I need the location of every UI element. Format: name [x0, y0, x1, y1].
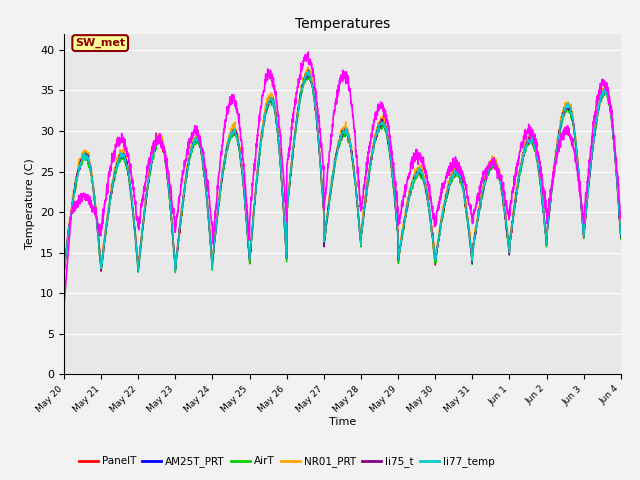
AirT: [568, 115, 575, 120]
sonicT: [60, 302, 68, 308]
X-axis label: Time: Time: [329, 417, 356, 427]
li75_t: [305, 67, 312, 73]
AirT: [617, 236, 625, 242]
Y-axis label: Temperature (C): Temperature (C): [24, 158, 35, 250]
sonicT: [216, 170, 223, 176]
li77_temp: [304, 68, 312, 74]
PanelT: [216, 201, 223, 206]
sonicT: [568, 143, 575, 148]
li75_t: [60, 270, 68, 276]
PanelT: [359, 221, 367, 227]
NR01_PRT: [304, 64, 312, 70]
li77_temp: [568, 110, 575, 116]
NR01_PRT: [216, 189, 223, 195]
AM25T_PRT: [504, 240, 512, 246]
AM25T_PRT: [359, 219, 367, 225]
PanelT: [60, 270, 68, 276]
Line: li75_t: li75_t: [64, 70, 621, 273]
AM25T_PRT: [617, 232, 625, 238]
AM25T_PRT: [216, 197, 223, 203]
AirT: [359, 221, 367, 227]
sonicT: [584, 179, 591, 185]
li75_t: [617, 234, 625, 240]
Line: AM25T_PRT: AM25T_PRT: [64, 73, 621, 273]
NR01_PRT: [359, 215, 367, 221]
NR01_PRT: [504, 234, 512, 240]
AM25T_PRT: [304, 70, 312, 76]
li75_t: [371, 139, 379, 144]
AirT: [60, 270, 68, 276]
Text: SW_met: SW_met: [75, 38, 125, 48]
sonicT: [305, 49, 312, 55]
li77_temp: [617, 232, 625, 238]
li75_t: [584, 197, 591, 203]
li77_temp: [371, 136, 379, 142]
NR01_PRT: [584, 191, 591, 197]
Title: Temperatures: Temperatures: [295, 17, 390, 31]
NR01_PRT: [617, 232, 625, 238]
PanelT: [371, 138, 379, 144]
Line: NR01_PRT: NR01_PRT: [64, 67, 621, 273]
sonicT: [359, 194, 367, 200]
NR01_PRT: [371, 132, 379, 138]
AirT: [371, 140, 379, 146]
PanelT: [504, 241, 512, 247]
li77_temp: [504, 241, 512, 247]
AirT: [305, 72, 312, 77]
li77_temp: [216, 196, 223, 202]
PanelT: [305, 68, 313, 74]
AM25T_PRT: [584, 196, 591, 202]
AM25T_PRT: [60, 270, 68, 276]
sonicT: [371, 117, 379, 122]
li75_t: [568, 113, 575, 119]
li77_temp: [359, 220, 367, 226]
AirT: [216, 198, 223, 204]
li75_t: [359, 219, 367, 225]
PanelT: [617, 236, 625, 241]
li75_t: [216, 196, 223, 202]
NR01_PRT: [568, 110, 575, 116]
li77_temp: [584, 196, 591, 202]
Line: PanelT: PanelT: [64, 71, 621, 273]
sonicT: [617, 216, 625, 222]
Line: li77_temp: li77_temp: [64, 71, 621, 273]
sonicT: [504, 212, 512, 217]
AM25T_PRT: [568, 114, 575, 120]
PanelT: [568, 111, 575, 117]
AM25T_PRT: [371, 137, 379, 143]
NR01_PRT: [60, 270, 68, 276]
PanelT: [584, 195, 591, 201]
Line: AirT: AirT: [64, 74, 621, 273]
AirT: [584, 199, 591, 204]
AirT: [504, 245, 512, 251]
li75_t: [504, 241, 512, 247]
li77_temp: [60, 270, 68, 276]
Line: sonicT: sonicT: [64, 52, 621, 305]
